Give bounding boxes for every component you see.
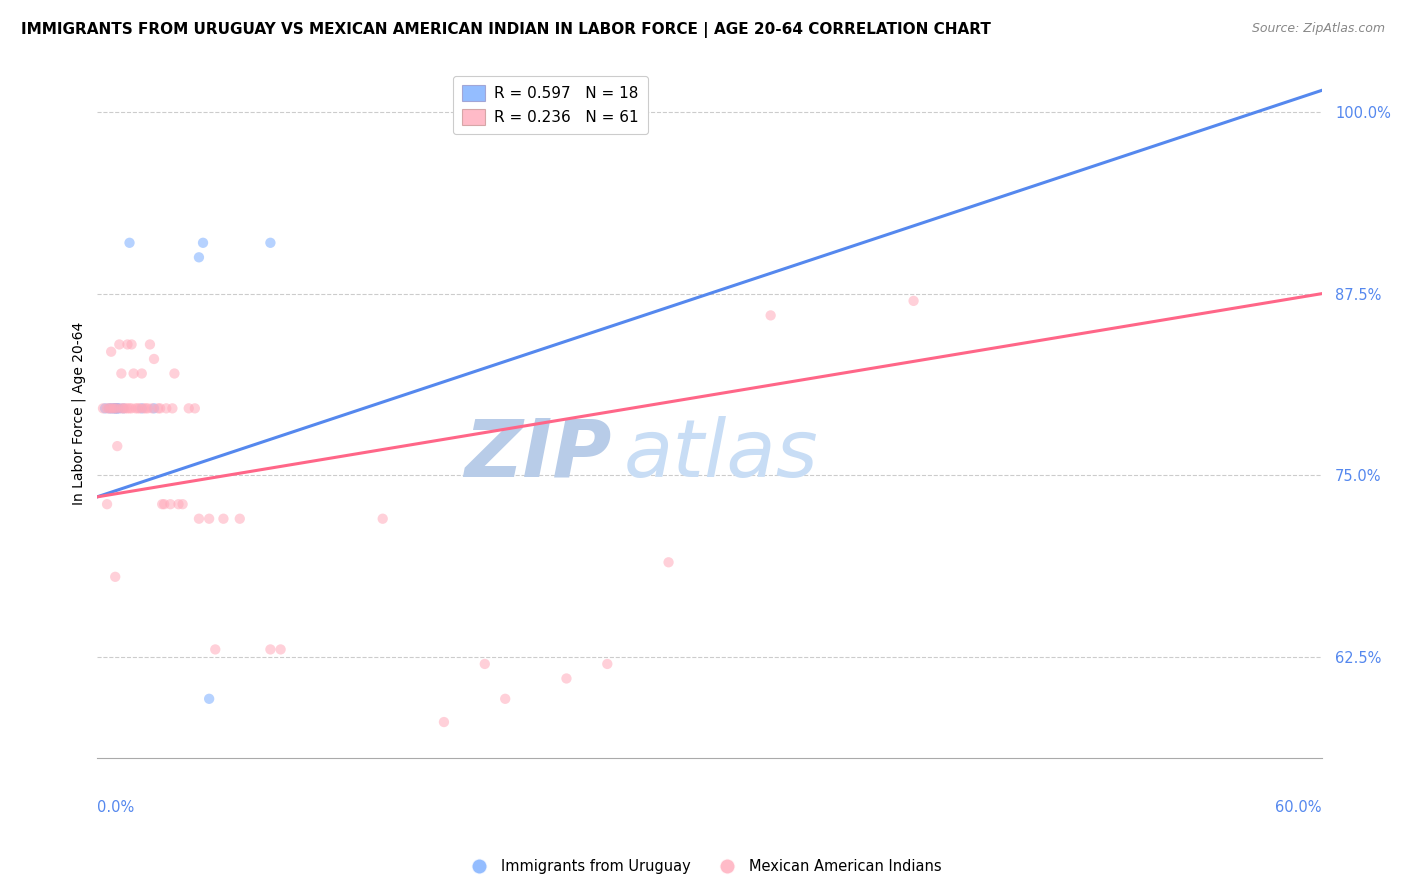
- Text: atlas: atlas: [624, 416, 818, 494]
- Legend: Immigrants from Uruguay, Mexican American Indians: Immigrants from Uruguay, Mexican America…: [458, 854, 948, 880]
- Point: [110, 367, 132, 381]
- Point: [91, 401, 114, 416]
- Point: [212, 512, 235, 526]
- Point: [184, 401, 207, 416]
- Text: ZIP: ZIP: [464, 416, 612, 494]
- Point: [474, 657, 496, 671]
- Text: IMMIGRANTS FROM URUGUAY VS MEXICAN AMERICAN INDIAN IN LABOR FORCE | AGE 20-64 CO: IMMIGRANTS FROM URUGUAY VS MEXICAN AMERI…: [21, 22, 991, 38]
- Point: [124, 401, 146, 416]
- Point: [122, 367, 145, 381]
- Point: [104, 401, 127, 416]
- Point: [139, 337, 162, 351]
- Point: [270, 642, 292, 657]
- Point: [112, 401, 135, 416]
- Point: [96, 497, 118, 511]
- Point: [149, 401, 172, 416]
- Point: [103, 401, 125, 416]
- Point: [259, 235, 281, 250]
- Legend: R = 0.597   N = 18, R = 0.236   N = 61: R = 0.597 N = 18, R = 0.236 N = 61: [453, 76, 648, 134]
- Point: [150, 497, 173, 511]
- Point: [433, 714, 456, 729]
- Point: [128, 401, 150, 416]
- Point: [108, 337, 131, 351]
- Point: [155, 401, 177, 416]
- Point: [98, 401, 121, 416]
- Point: [229, 512, 252, 526]
- Point: [94, 401, 117, 416]
- Point: [105, 401, 128, 416]
- Point: [371, 512, 394, 526]
- Point: [104, 401, 127, 416]
- Point: [117, 401, 139, 416]
- Point: [903, 293, 925, 308]
- Point: [136, 401, 159, 416]
- Point: [658, 555, 681, 569]
- Point: [121, 337, 143, 351]
- Point: [162, 401, 184, 416]
- Point: [143, 401, 166, 416]
- Point: [153, 497, 176, 511]
- Point: [100, 401, 122, 416]
- Point: [177, 401, 200, 416]
- Point: [118, 235, 141, 250]
- Point: [104, 401, 127, 416]
- Point: [105, 401, 128, 416]
- Point: [163, 367, 186, 381]
- Text: 60.0%: 60.0%: [1275, 800, 1322, 814]
- Point: [100, 401, 122, 416]
- Point: [112, 401, 135, 416]
- Point: [100, 344, 122, 359]
- Point: [121, 401, 143, 416]
- Point: [118, 401, 141, 416]
- Point: [198, 691, 221, 706]
- Point: [98, 401, 121, 416]
- Point: [117, 337, 139, 351]
- Point: [596, 657, 619, 671]
- Point: [135, 401, 157, 416]
- Point: [105, 401, 128, 416]
- Point: [259, 642, 281, 657]
- Point: [167, 497, 190, 511]
- Point: [105, 439, 128, 453]
- Point: [555, 672, 578, 686]
- Point: [204, 642, 226, 657]
- Point: [96, 401, 118, 416]
- Point: [159, 497, 181, 511]
- Point: [187, 250, 209, 264]
- Point: [110, 401, 132, 416]
- Point: [132, 401, 155, 416]
- Point: [759, 309, 782, 323]
- Point: [172, 497, 194, 511]
- Point: [114, 401, 136, 416]
- Point: [198, 512, 221, 526]
- Text: Source: ZipAtlas.com: Source: ZipAtlas.com: [1251, 22, 1385, 36]
- Point: [146, 401, 169, 416]
- Point: [143, 351, 166, 366]
- Point: [131, 367, 153, 381]
- Point: [104, 570, 127, 584]
- Point: [191, 235, 214, 250]
- Point: [494, 691, 516, 706]
- Point: [103, 401, 125, 416]
- Point: [108, 401, 131, 416]
- Y-axis label: In Labor Force | Age 20-64: In Labor Force | Age 20-64: [72, 322, 86, 505]
- Point: [131, 401, 153, 416]
- Point: [187, 512, 209, 526]
- Point: [127, 401, 149, 416]
- Point: [141, 401, 163, 416]
- Text: 0.0%: 0.0%: [97, 800, 134, 814]
